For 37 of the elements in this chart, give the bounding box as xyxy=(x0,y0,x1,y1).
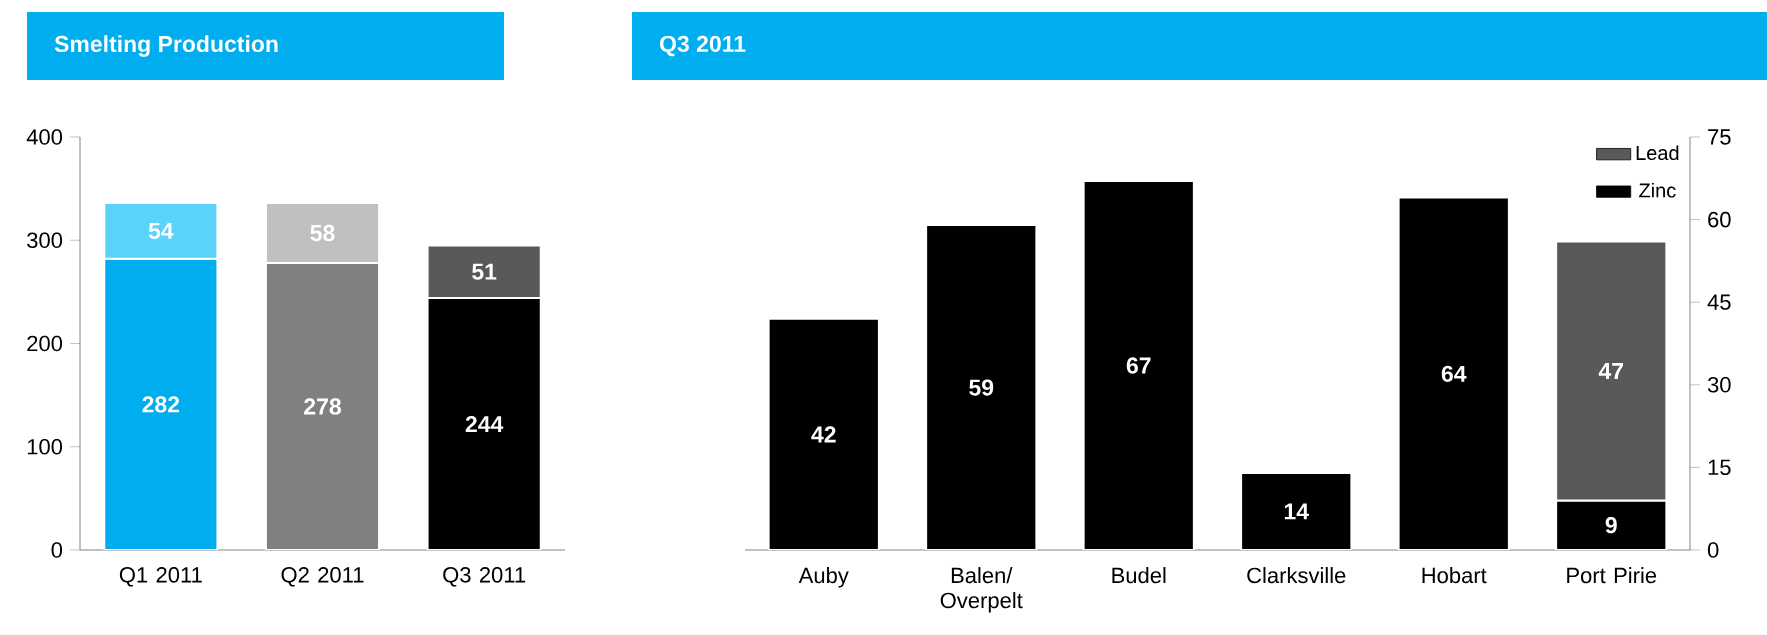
x-tick-label: Clarksville xyxy=(1247,567,1346,584)
x-tick-label: Q2 2011 xyxy=(281,567,364,587)
x-tick-label: Q3 2011 xyxy=(443,567,526,587)
y-tick-label: 0 xyxy=(51,542,63,558)
y-tick-label: 0 xyxy=(1707,542,1719,558)
y-tick-label: 100 xyxy=(27,438,63,455)
y-tick-label: 75 xyxy=(1708,129,1731,145)
data-label: 42 xyxy=(811,426,836,443)
x-tick-label: Balen/ Overpelt xyxy=(940,567,1023,613)
x-tick-label: Auby xyxy=(798,567,849,588)
data-label: 54 xyxy=(148,222,174,239)
y-tick-label: 200 xyxy=(27,335,63,352)
chart-title: Q3 2011 xyxy=(660,35,746,57)
data-label: 67 xyxy=(1126,357,1151,374)
data-label: 14 xyxy=(1284,503,1309,520)
data-label: 58 xyxy=(310,224,335,242)
x-tick-label: Budel xyxy=(1112,567,1166,584)
data-label: 282 xyxy=(142,396,180,413)
data-label: 59 xyxy=(969,379,994,396)
y-tick-label: 30 xyxy=(1707,377,1731,393)
data-label: 278 xyxy=(304,398,341,415)
data-label: 47 xyxy=(1598,363,1624,379)
legend-label: Lead xyxy=(1636,145,1679,161)
y-tick-label: 300 xyxy=(27,232,63,249)
y-tick-label: 45 xyxy=(1707,294,1731,310)
x-tick-label: Hobart xyxy=(1422,567,1487,584)
legend-label: Zinc xyxy=(1639,182,1676,198)
x-tick-label: Port Pirie xyxy=(1567,567,1657,584)
y-tick-label: 15 xyxy=(1708,459,1731,476)
data-label: 51 xyxy=(472,263,497,280)
data-label: 244 xyxy=(465,415,504,433)
y-tick-label: 60 xyxy=(1708,211,1731,228)
chart-title: Smelting Production xyxy=(54,35,278,57)
data-label: 64 xyxy=(1441,365,1467,382)
x-tick-label: Q1 2011 xyxy=(119,567,202,587)
y-tick-label: 400 xyxy=(26,129,63,145)
data-label: 9 xyxy=(1605,517,1617,534)
